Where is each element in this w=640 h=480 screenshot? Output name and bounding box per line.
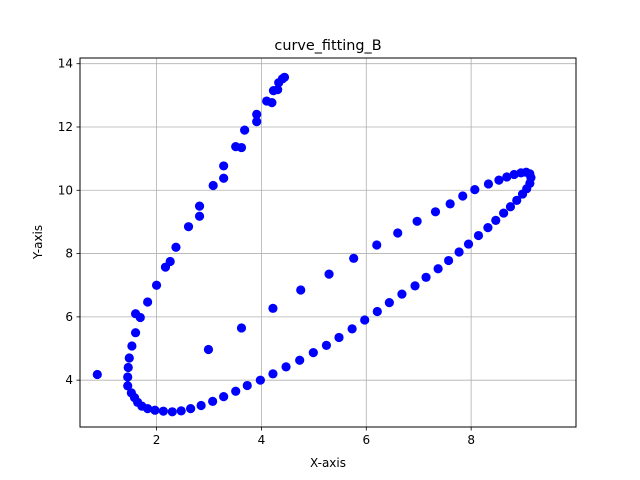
x-tick-label: 6 [362,433,370,447]
data-point [252,109,262,119]
data-point [349,253,359,263]
data-point [430,207,441,217]
data-point [135,312,145,323]
data-point [219,173,229,183]
y-tick-label: 12 [58,120,73,134]
data-point [268,369,278,379]
data-point [194,211,205,221]
data-point [509,169,519,180]
plot-frame [79,57,577,428]
data-point [384,298,394,308]
data-point [321,340,332,350]
data-point [130,328,141,338]
data-points [92,72,536,417]
data-point [273,85,283,95]
data-point [360,315,370,325]
data-point [186,404,196,414]
plot-area [80,58,576,427]
data-point [123,381,133,391]
data-point [158,406,168,416]
data-point [242,380,252,391]
data-point [421,272,431,282]
data-point [167,407,177,417]
data-point [143,404,153,414]
data-point [165,256,175,267]
data-point [502,172,512,182]
data-point [494,175,504,185]
data-point [219,161,229,171]
data-point [324,269,334,279]
data-point [219,392,229,402]
data-point [308,348,318,358]
y-tick-label: 8 [65,247,73,261]
data-point [203,344,214,355]
data-point [194,201,205,211]
data-point [412,216,422,226]
data-point [150,405,160,415]
data-point [252,117,262,127]
data-point [171,242,181,252]
data-point [268,303,278,313]
y-tick-label: 10 [58,183,73,197]
data-point [143,297,153,307]
data-point [512,195,522,206]
y-tick-label: 14 [58,57,73,71]
data-point [499,208,509,218]
data-point [483,179,494,189]
data-point [231,386,241,396]
data-point [433,264,443,274]
data-point [393,228,403,238]
data-point [208,180,218,191]
data-point [458,191,468,201]
data-point [491,215,501,225]
data-point [183,222,194,232]
data-point [196,400,206,411]
y-tick-label: 4 [65,373,73,387]
data-point [92,369,102,380]
data-point [454,247,464,257]
data-point [123,362,133,373]
data-point [470,185,480,195]
x-tick-label: 2 [153,433,161,447]
data-point [124,353,134,363]
data-point [279,72,290,82]
data-point [483,223,493,233]
data-point [397,289,407,299]
data-point [296,285,306,295]
data-point [240,125,250,135]
data-point [372,240,382,250]
data-point [208,396,218,406]
data-point [463,239,474,249]
data-point [295,355,305,365]
data-point [443,255,454,266]
data-point [281,362,291,372]
data-point [123,372,133,382]
y-tick-label: 6 [65,310,73,324]
x-tick-label: 4 [258,433,266,447]
data-point [255,375,265,385]
data-point [236,323,247,333]
data-point [127,341,137,351]
data-point [505,202,516,212]
x-axis-label: X-axis [310,456,346,470]
data-point [410,281,420,291]
data-point [372,306,382,317]
data-point [236,142,247,153]
data-point [176,406,186,416]
data-point [445,199,455,209]
data-point [151,280,162,290]
data-point [473,230,484,241]
x-tick-label: 8 [467,433,475,447]
axis-ticks: 2 4 6 8 4 6 8 10 12 14 [58,57,475,447]
y-axis-label: Y-axis [31,225,45,260]
data-point [334,332,344,343]
data-point [347,324,357,334]
data-point [267,98,277,108]
grid [80,58,576,427]
chart-title: curve_fitting_B [274,38,381,54]
